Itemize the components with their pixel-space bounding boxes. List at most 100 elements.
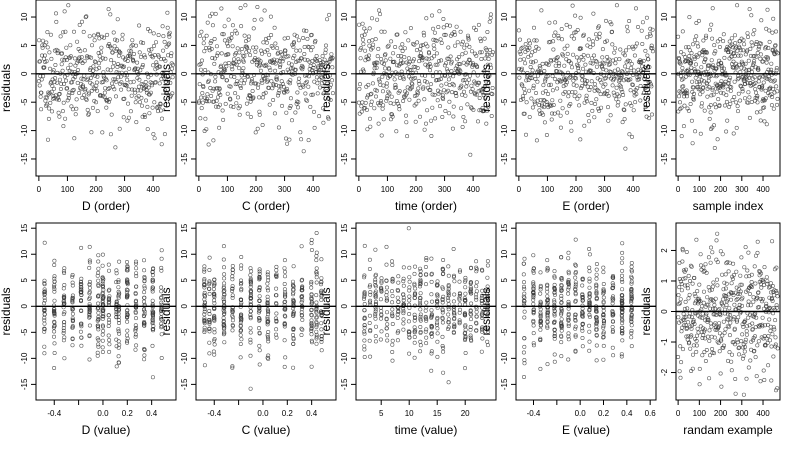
data-point — [85, 107, 90, 112]
data-point — [133, 90, 138, 95]
data-point — [735, 340, 740, 345]
data-point — [85, 55, 90, 60]
data-point — [573, 275, 578, 280]
data-point — [746, 75, 751, 80]
data-point — [269, 32, 274, 37]
data-point — [773, 342, 778, 347]
data-point — [406, 319, 411, 324]
data-point — [398, 45, 403, 50]
data-point — [707, 116, 712, 121]
data-point — [288, 96, 293, 101]
data-point — [232, 57, 237, 62]
data-point — [248, 315, 253, 320]
data-point — [323, 50, 328, 55]
data-point — [61, 100, 66, 105]
data-point — [265, 281, 270, 286]
data-point — [689, 314, 694, 319]
data-point — [309, 321, 314, 326]
data-point — [299, 286, 304, 291]
data-point — [689, 264, 694, 269]
data-point — [441, 16, 446, 21]
data-point — [601, 319, 606, 324]
data-point — [384, 310, 389, 315]
data-point — [107, 268, 112, 273]
data-point — [485, 52, 490, 57]
data-point — [291, 299, 296, 304]
data-point — [222, 38, 227, 43]
data-point — [479, 295, 484, 300]
data-point — [412, 281, 417, 286]
data-point — [249, 269, 254, 274]
data-point — [477, 80, 482, 85]
data-point — [539, 8, 544, 13]
data-point — [601, 287, 606, 292]
data-point — [463, 298, 468, 303]
data-point — [210, 55, 215, 60]
data-point — [527, 45, 532, 50]
x-tick-label: 300 — [735, 409, 749, 418]
data-point — [253, 49, 258, 54]
data-point — [417, 81, 422, 86]
data-point — [266, 329, 271, 334]
data-point — [291, 40, 296, 45]
data-point — [227, 36, 232, 41]
data-point — [471, 25, 476, 30]
data-point — [700, 53, 705, 58]
data-point — [221, 308, 226, 313]
data-point — [61, 124, 66, 129]
data-point — [362, 354, 367, 359]
data-point — [309, 241, 314, 246]
data-point — [439, 40, 444, 45]
data-point — [377, 8, 382, 13]
data-point — [383, 58, 388, 63]
data-point — [531, 318, 536, 323]
data-point — [552, 327, 557, 332]
data-point — [569, 65, 574, 70]
data-point — [436, 24, 441, 29]
data-point — [758, 56, 763, 61]
data-point — [629, 269, 634, 274]
data-point — [384, 293, 389, 298]
data-point — [455, 40, 460, 45]
data-point — [741, 353, 746, 358]
data-point — [142, 321, 147, 326]
data-point — [516, 28, 521, 33]
data-point — [248, 337, 253, 342]
data-point — [741, 48, 746, 53]
data-point — [531, 331, 536, 336]
data-point — [774, 303, 779, 308]
data-point — [590, 39, 595, 44]
data-point — [234, 62, 239, 67]
data-point — [601, 265, 606, 270]
x-tick-label: 200 — [714, 185, 728, 194]
y-tick-label: 5 — [660, 43, 669, 48]
data-point — [722, 103, 727, 108]
data-point — [273, 332, 278, 337]
data-point — [749, 272, 754, 277]
data-point — [710, 6, 715, 11]
data-point — [120, 32, 125, 37]
data-point — [360, 21, 365, 26]
data-point — [446, 305, 451, 310]
data-point — [264, 40, 269, 45]
y-tick-label: 15 — [180, 223, 189, 232]
data-point — [534, 44, 539, 49]
data-point — [52, 307, 57, 312]
data-point — [116, 354, 121, 359]
data-point — [138, 88, 143, 93]
data-point — [143, 55, 148, 60]
data-point — [323, 47, 328, 52]
data-point — [689, 65, 694, 70]
data-point — [763, 96, 768, 101]
data-point — [748, 83, 753, 88]
data-point — [432, 30, 437, 35]
data-point — [753, 87, 758, 92]
data-point — [443, 32, 448, 37]
data-point — [457, 318, 462, 323]
y-axis-label: residuals — [479, 64, 493, 112]
data-point — [753, 311, 758, 316]
data-point — [96, 325, 101, 330]
data-point — [291, 341, 296, 346]
data-point — [601, 330, 606, 335]
data-point — [587, 323, 592, 328]
